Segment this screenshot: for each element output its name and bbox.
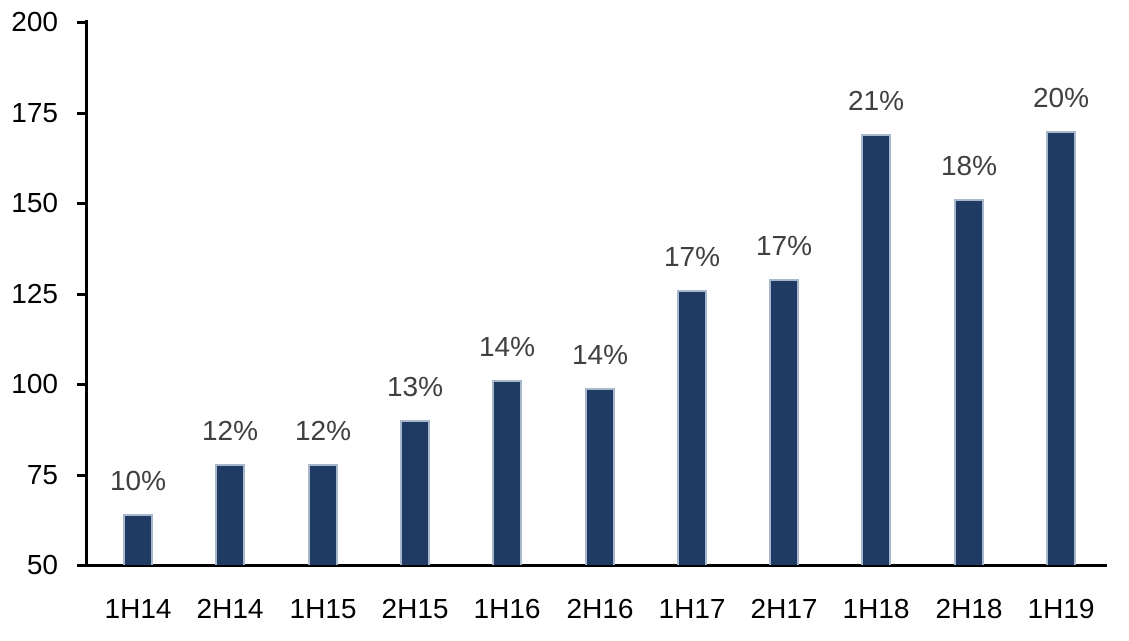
y-axis-tick-label: 125 <box>11 278 58 309</box>
bar <box>585 388 615 565</box>
bar <box>1046 131 1076 565</box>
y-axis-tick-label: 175 <box>11 97 58 128</box>
bar-value-label: 17% <box>663 241 721 272</box>
bar <box>123 514 153 565</box>
bar-value-label: 14% <box>478 331 536 362</box>
bar <box>492 380 522 565</box>
y-axis-tick-label: 50 <box>26 549 58 580</box>
bar <box>308 464 338 565</box>
bar-value-label: 21% <box>847 85 905 116</box>
y-axis-tick-label: 200 <box>11 6 58 37</box>
x-axis-category-label: 2H17 <box>750 593 818 624</box>
y-axis-tick <box>77 21 85 24</box>
x-axis-category-label: 1H14 <box>104 593 172 624</box>
bar-value-label: 10% <box>109 465 167 496</box>
x-axis-line <box>85 564 1107 567</box>
x-axis-category-label: 2H15 <box>381 593 449 624</box>
x-axis-category-label: 1H18 <box>842 593 910 624</box>
bar <box>677 290 707 565</box>
bar-value-label: 20% <box>1032 82 1090 113</box>
bar-value-label: 14% <box>571 339 629 370</box>
bar <box>954 199 984 565</box>
bar-value-label: 12% <box>201 415 259 446</box>
x-axis-category-label: 1H15 <box>289 593 357 624</box>
x-axis-category-label: 2H14 <box>196 593 264 624</box>
bar-value-label: 12% <box>294 415 352 446</box>
x-axis-category-label: 1H17 <box>658 593 726 624</box>
y-axis-tick <box>77 202 85 205</box>
y-axis-tick-label: 75 <box>26 459 58 490</box>
bar <box>861 134 891 565</box>
y-axis-line <box>85 20 88 567</box>
x-axis-category-label: 2H16 <box>566 593 634 624</box>
bar <box>215 464 245 565</box>
bar-value-label: 18% <box>940 150 998 181</box>
y-axis-tick <box>77 383 85 386</box>
x-axis-category-label: 2H18 <box>935 593 1003 624</box>
x-axis-category-label: 1H19 <box>1027 593 1095 624</box>
bar <box>400 420 430 565</box>
y-axis-tick <box>77 112 85 115</box>
y-axis-tick <box>77 564 85 567</box>
bar-value-label: 13% <box>386 371 444 402</box>
y-axis-tick <box>77 474 85 477</box>
y-axis-tick-label: 150 <box>11 187 58 218</box>
bar-value-label: 17% <box>755 230 813 261</box>
bar <box>769 279 799 565</box>
x-axis-category-label: 1H16 <box>473 593 541 624</box>
y-axis-tick-label: 100 <box>11 368 58 399</box>
y-axis-tick <box>77 293 85 296</box>
